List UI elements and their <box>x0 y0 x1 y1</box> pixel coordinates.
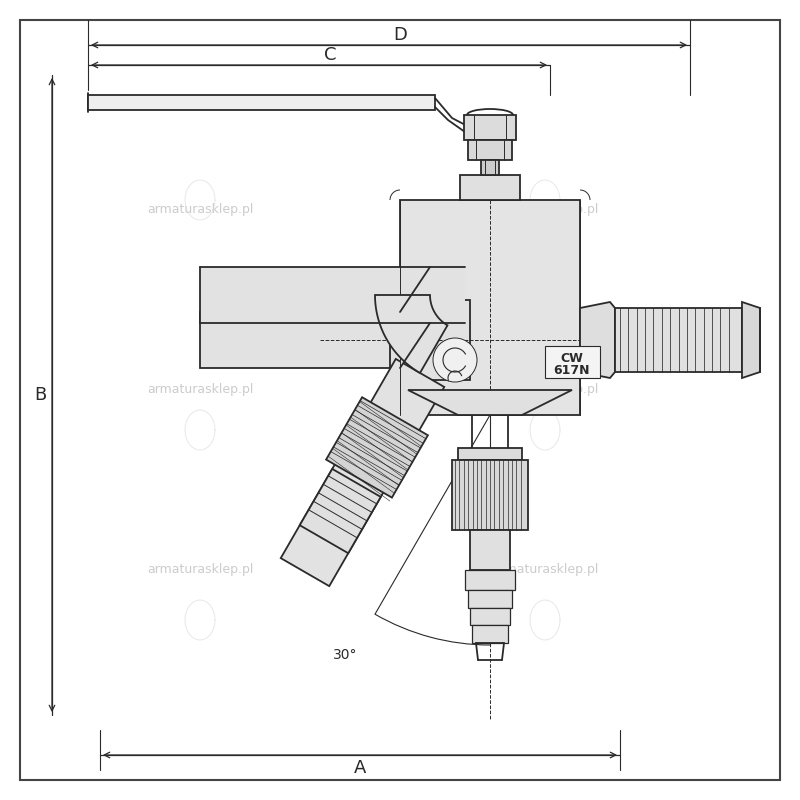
Text: armaturasklep.pl: armaturasklep.pl <box>492 383 598 397</box>
Polygon shape <box>472 625 508 643</box>
Text: armaturasklep.pl: armaturasklep.pl <box>147 383 253 397</box>
Text: armaturasklep.pl: armaturasklep.pl <box>147 563 253 577</box>
Polygon shape <box>326 398 428 498</box>
Polygon shape <box>470 530 510 570</box>
Polygon shape <box>465 570 515 590</box>
Polygon shape <box>400 200 580 415</box>
Circle shape <box>433 338 477 382</box>
Text: CW: CW <box>561 351 583 365</box>
Text: 617N: 617N <box>554 363 590 377</box>
Text: armaturasklep.pl: armaturasklep.pl <box>492 203 598 217</box>
Polygon shape <box>375 295 447 373</box>
Text: armaturasklep.pl: armaturasklep.pl <box>147 203 253 217</box>
Polygon shape <box>281 359 444 586</box>
Polygon shape <box>615 308 742 372</box>
Polygon shape <box>200 267 465 323</box>
Polygon shape <box>468 590 512 608</box>
Text: A: A <box>354 759 366 777</box>
Polygon shape <box>460 175 520 200</box>
Polygon shape <box>464 115 516 140</box>
Text: 30°: 30° <box>333 648 358 662</box>
Polygon shape <box>452 460 528 530</box>
Polygon shape <box>458 448 522 460</box>
Polygon shape <box>400 267 430 368</box>
Polygon shape <box>470 608 510 625</box>
Polygon shape <box>200 312 430 368</box>
Bar <box>545 346 600 378</box>
Text: armaturasklep.pl: armaturasklep.pl <box>492 563 598 577</box>
Polygon shape <box>408 390 572 415</box>
Bar <box>390 300 470 380</box>
Polygon shape <box>742 302 760 378</box>
Text: C: C <box>324 46 336 64</box>
Polygon shape <box>468 140 512 160</box>
Polygon shape <box>580 302 615 378</box>
Text: D: D <box>393 26 407 44</box>
Polygon shape <box>88 95 435 110</box>
Text: B: B <box>34 386 46 404</box>
Polygon shape <box>481 160 499 175</box>
Polygon shape <box>300 469 381 554</box>
